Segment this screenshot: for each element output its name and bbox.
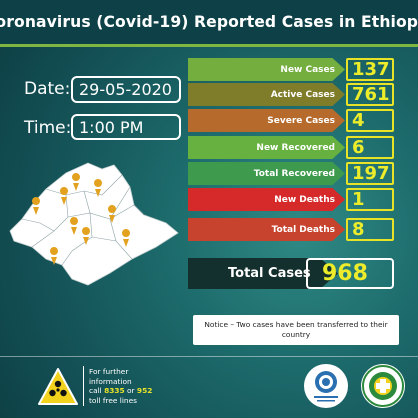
call-prefix: call [89,386,102,396]
warning-triangle-icon [38,368,78,405]
stat-value: 6 [346,136,394,159]
map-regions [21,174,145,266]
footer-line-2: information [89,376,132,386]
stat-row-total-deaths: Total Deaths 8 [188,218,396,241]
footer-line-1: For further [89,367,129,376]
stat-value: 8 [346,218,394,241]
total-cases-label: Total Cases [188,258,338,289]
stat-row-total-recovered: Total Recovered 197 [188,162,396,185]
phone-number-2: 952 [136,386,153,396]
stat-row-new-deaths: New Deaths 1 [188,188,396,211]
title-separator [0,44,418,47]
stat-label: New Recovered [188,136,345,159]
time-label: Time: [24,118,72,138]
stat-row-severe-cases: Severe Cases 4 [188,109,396,132]
stat-value: 197 [346,162,394,185]
map-pin-icon [108,205,117,223]
footer-line-3: call 8335 or 952 [89,386,152,396]
date-value: 29-05-2020 [71,76,181,103]
public-health-institute-logo [361,364,405,408]
health-ministry-logo [304,364,348,408]
map-pin-icon [72,173,81,191]
ethiopia-map-icon [9,162,179,286]
map-outline [9,162,179,286]
page-title: Coronavirus (Covid-19) Reported Cases in… [0,13,418,31]
map-pin-icon [70,217,79,235]
or-word: or [127,386,135,396]
footer-info: For further information call 8335 or 952… [89,367,152,406]
stat-value: 1 [346,188,394,211]
stat-value: 4 [346,109,394,132]
stat-label: Active Cases [188,83,345,106]
stat-label: Severe Cases [188,109,345,132]
map-pin-icon [60,187,69,205]
stat-value: 761 [346,83,394,106]
stat-row-new-cases: New Cases 137 [188,58,396,81]
map-pin-icon [32,197,41,215]
stat-label: New Deaths [188,188,345,211]
title-bar: Coronavirus (Covid-19) Reported Cases in… [0,0,418,44]
stat-value: 137 [346,58,394,81]
map-pin-icon [82,227,91,245]
stat-label: New Cases [188,58,345,81]
map-pin-icon [94,179,103,197]
time-value: 1:00 PM [71,114,181,140]
total-cases-value: 968 [306,258,394,289]
total-cases-row: Total Cases 968 [188,258,396,289]
map-pin-icon [122,229,131,247]
phone-number-1: 8335 [104,386,125,396]
notice-box: Notice – Two cases have been transferred… [193,315,399,345]
footer-line-4: toll free lines [89,395,137,405]
footer-vertical-divider [83,366,84,406]
map-pin-icon [50,247,59,265]
stat-label: Total Deaths [188,218,345,241]
map-pins [32,173,131,265]
stat-row-new-recovered: New Recovered 6 [188,136,396,159]
date-label: Date: [24,79,71,99]
stat-label: Total Recovered [188,162,345,185]
footer-divider [0,356,418,357]
stat-row-active-cases: Active Cases 761 [188,83,396,106]
